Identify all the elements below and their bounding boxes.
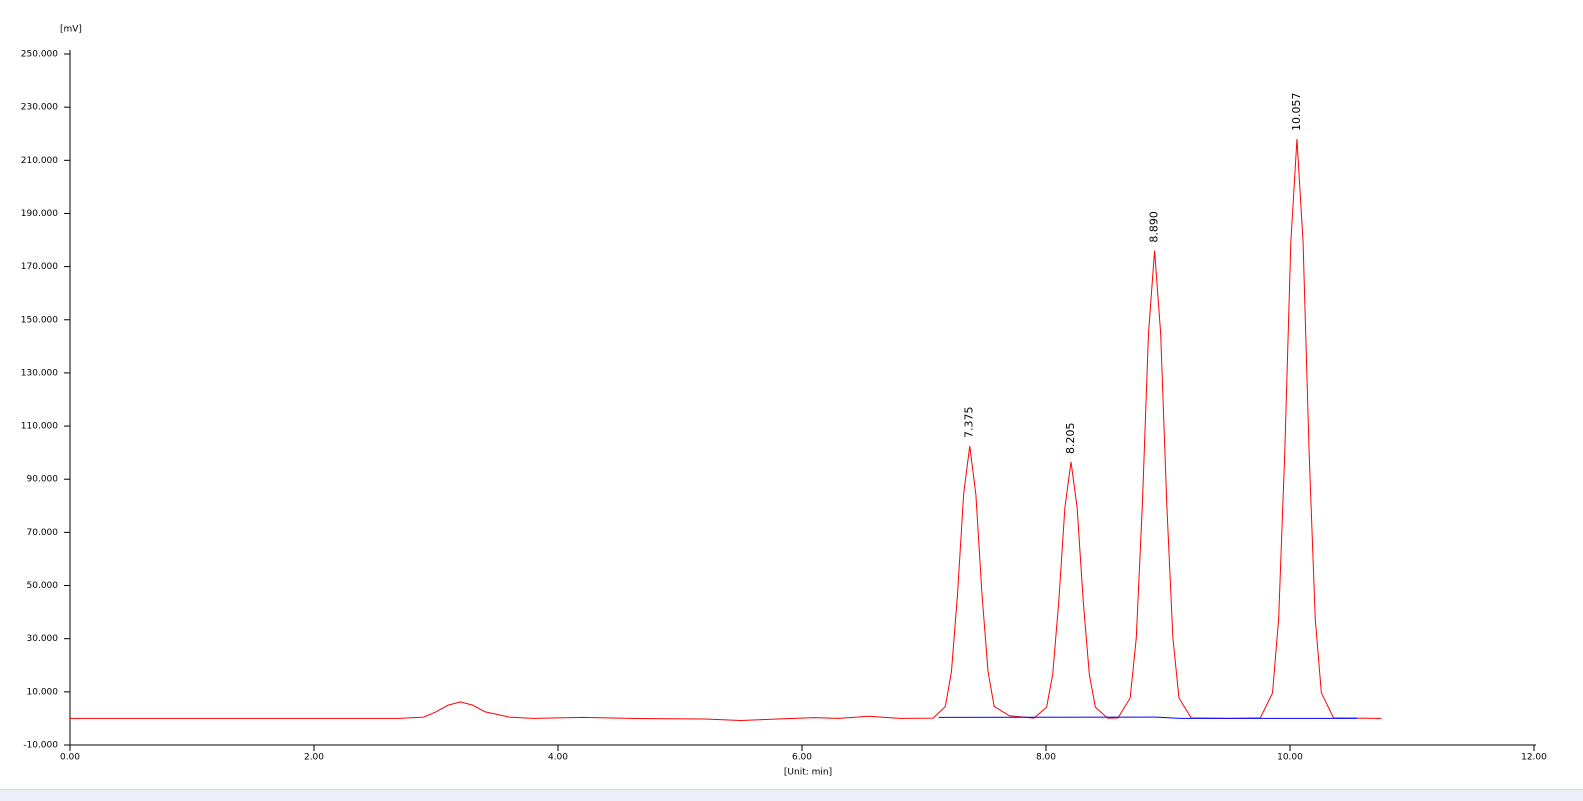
trace <box>938 716 1358 719</box>
x-tick-label: 10.00 <box>1277 753 1303 763</box>
y-tick-label: 70.000 <box>27 528 59 538</box>
y-tick-label: 190.000 <box>21 209 58 219</box>
peak-label: 10.057 <box>1290 93 1303 132</box>
x-axis-label: [Unit: min] <box>784 768 832 778</box>
y-tick-label: 170.000 <box>21 262 58 272</box>
x-tick-label: 0.00 <box>60 753 80 763</box>
y-tick-label: 250.000 <box>21 50 58 60</box>
y-tick-label: 30.000 <box>27 634 59 644</box>
y-tick-label: 230.000 <box>21 103 58 113</box>
y-tick-label: 10.000 <box>27 687 59 697</box>
y-tick-label: 150.000 <box>21 315 58 325</box>
y-tick-label: 50.000 <box>27 581 59 591</box>
x-tick-label: 8.00 <box>1036 753 1056 763</box>
y-tick-label: 210.000 <box>21 156 58 166</box>
x-tick-label: 12.00 <box>1521 753 1547 763</box>
peak-label: 7.375 <box>963 407 976 439</box>
x-tick-label: 4.00 <box>548 753 568 763</box>
peak-label: 8.205 <box>1064 422 1077 454</box>
x-tick-label: 2.00 <box>304 753 324 763</box>
y-tick-label: -10.000 <box>23 741 58 751</box>
x-tick-label: 6.00 <box>792 753 812 763</box>
y-axis-label: [mV] <box>60 25 82 35</box>
peak-label: 8.890 <box>1148 211 1161 243</box>
y-tick-label: 110.000 <box>21 422 58 432</box>
y-tick-label: 90.000 <box>27 475 59 485</box>
trace <box>70 139 1382 722</box>
status-strip <box>0 789 1583 801</box>
y-tick-label: 130.000 <box>21 368 58 378</box>
